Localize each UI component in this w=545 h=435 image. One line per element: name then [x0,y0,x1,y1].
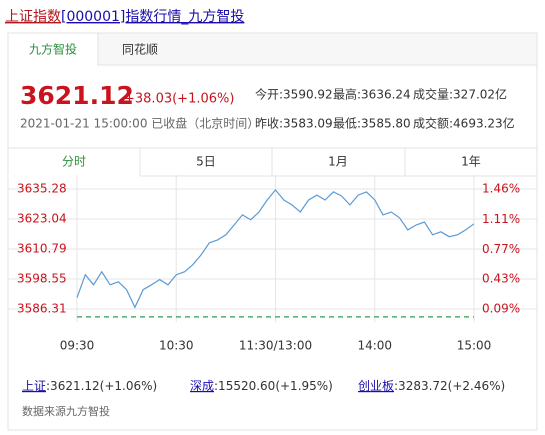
period-tab[interactable]: 5日 [196,155,216,169]
index-value: :3621.12(+1.06%) [46,379,157,393]
price-line [76,188,475,309]
y2-tick-label: 0.43% [482,272,520,286]
y-tick-label: 3598.55 [17,272,67,286]
source-tab[interactable]: 同花顺 [122,42,158,57]
period-tab[interactable]: 1月 [328,155,348,169]
source-tab[interactable]: 九方智投 [29,42,77,57]
index-link[interactable]: 深成 [190,379,214,393]
y2-tick-label: 0.77% [482,242,520,256]
index-quote: 深成:15520.60(+1.95%) [190,379,333,393]
quote-time: 2021-01-21 15:00:00 已收盘（北京时间） [20,116,259,131]
index-quote: 上证:3621.12(+1.06%) [22,379,157,393]
index-link[interactable]: 创业板 [358,379,394,393]
source-tab-active[interactable] [7,32,99,66]
stat: 成交额:4693.23亿 [413,116,515,131]
x-tick-label: 11:30/13:00 [239,339,312,353]
stat: 最高:3636.24 [333,87,411,102]
index-link[interactable]: 上证 [22,379,46,393]
y-tick-label: 3586.31 [17,301,67,315]
index-value: :3283.72(+2.46%) [394,379,505,393]
title-prefix[interactable]: 上证指数 [5,9,61,25]
stat: 昨收:3583.09 [255,117,333,131]
y-tick-label: 3623.04 [17,212,67,226]
x-tick-label: 10:30 [159,339,194,353]
x-tick-label: 09:30 [60,339,95,353]
stat: 今开:3590.92 [255,87,333,102]
index-quote: 创业板:3283.72(+2.46%) [358,379,505,393]
intraday-chart: 3635.28 3623.04 3610.79 3598.55 3586.31 1.46%… [8,175,537,353]
y-tick-label: 3610.79 [17,242,67,256]
price: 3621.12 [20,81,134,110]
stat: 最低:3585.80 [333,117,411,131]
y2-tick-label: 0.09% [482,301,520,315]
y2-tick-label: 1.11% [482,212,520,226]
x-tick-label: 14:00 [357,339,392,353]
index-value: :15520.60(+1.95%) [214,379,333,393]
price-change: +38.03(+1.06%) [124,92,234,107]
y2-tick-label: 1.46% [482,182,520,196]
title-rest[interactable]: [000001]指数行情_九方智投 [61,9,244,25]
period-tab[interactable]: 分时 [62,155,86,169]
x-tick-label: 15:00 [457,339,492,353]
page-title[interactable]: 上证指数[000001]指数行情_九方智投 [5,9,244,25]
y-tick-label: 3635.28 [17,182,67,196]
stat: 成交量:327.02亿 [413,87,507,102]
data-source: 数据来源九方智投 [22,404,110,418]
period-tab[interactable]: 1年 [461,155,481,169]
